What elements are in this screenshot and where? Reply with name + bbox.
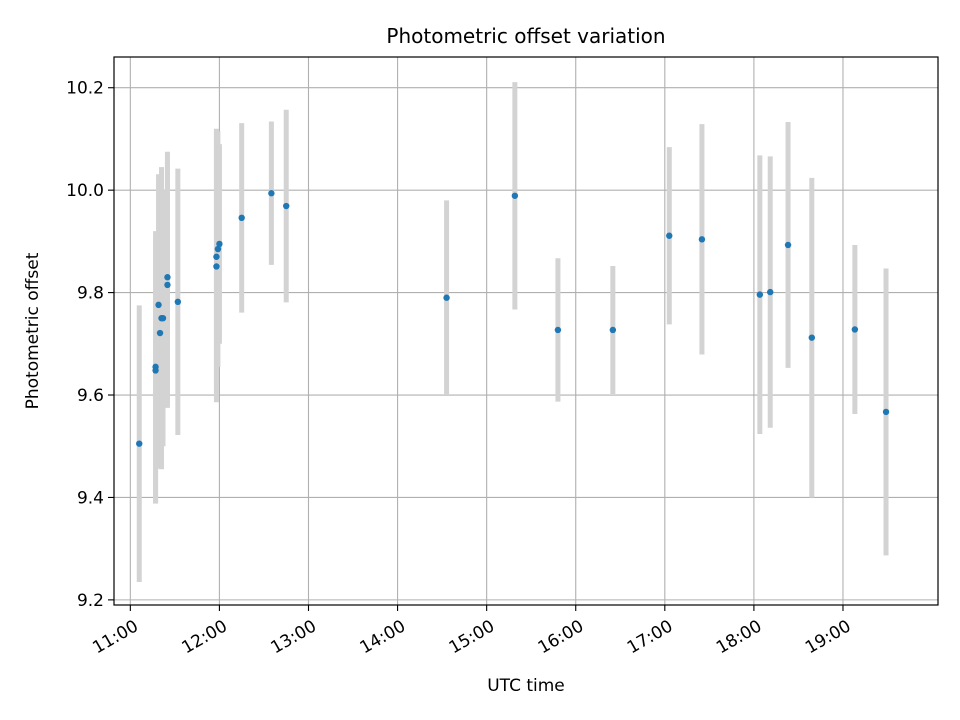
- x-axis-title: UTC time: [487, 676, 565, 696]
- data-point: [268, 190, 275, 197]
- data-point: [756, 291, 764, 298]
- y-axis-title: Photometric offset: [23, 252, 43, 409]
- data-point: [443, 294, 450, 301]
- y-tick-label: 9.4: [77, 488, 104, 508]
- data-point: [851, 326, 859, 333]
- plot-area-frame: [113, 56, 939, 606]
- data-point: [511, 192, 519, 199]
- y-tick-label: 10.2: [66, 79, 104, 99]
- data-point: [554, 326, 562, 334]
- data-point: [784, 241, 792, 249]
- data-point: [216, 240, 223, 248]
- data-point: [283, 202, 290, 210]
- chart-title: Photometric offset variation: [386, 24, 665, 48]
- data-point: [238, 214, 245, 222]
- data-point: [767, 288, 774, 296]
- data-point: [882, 408, 890, 416]
- data-point: [609, 326, 617, 334]
- data-point: [174, 298, 182, 306]
- y-axis-ticks: 9.2 9.4 9.6 9.8 10.0 10.2: [66, 79, 114, 611]
- data-point: [156, 329, 164, 337]
- data-point: [155, 301, 162, 309]
- data-point: [164, 274, 171, 281]
- data-point: [152, 367, 159, 374]
- data-point: [808, 334, 816, 341]
- data-point: [159, 314, 167, 322]
- grid-lines: [114, 57, 938, 605]
- data-points: [136, 190, 890, 447]
- data-point: [164, 281, 171, 289]
- data-point: [213, 263, 220, 270]
- data-point: [136, 440, 143, 447]
- data-point: [214, 245, 222, 253]
- y-tick-label: 10.0: [66, 181, 104, 201]
- y-tick-label: 9.2: [77, 591, 104, 611]
- y-tick-label: 9.8: [77, 284, 104, 304]
- data-point: [666, 232, 673, 239]
- data-point: [213, 253, 220, 260]
- data-point: [698, 236, 706, 243]
- y-tick-label: 9.6: [77, 386, 104, 406]
